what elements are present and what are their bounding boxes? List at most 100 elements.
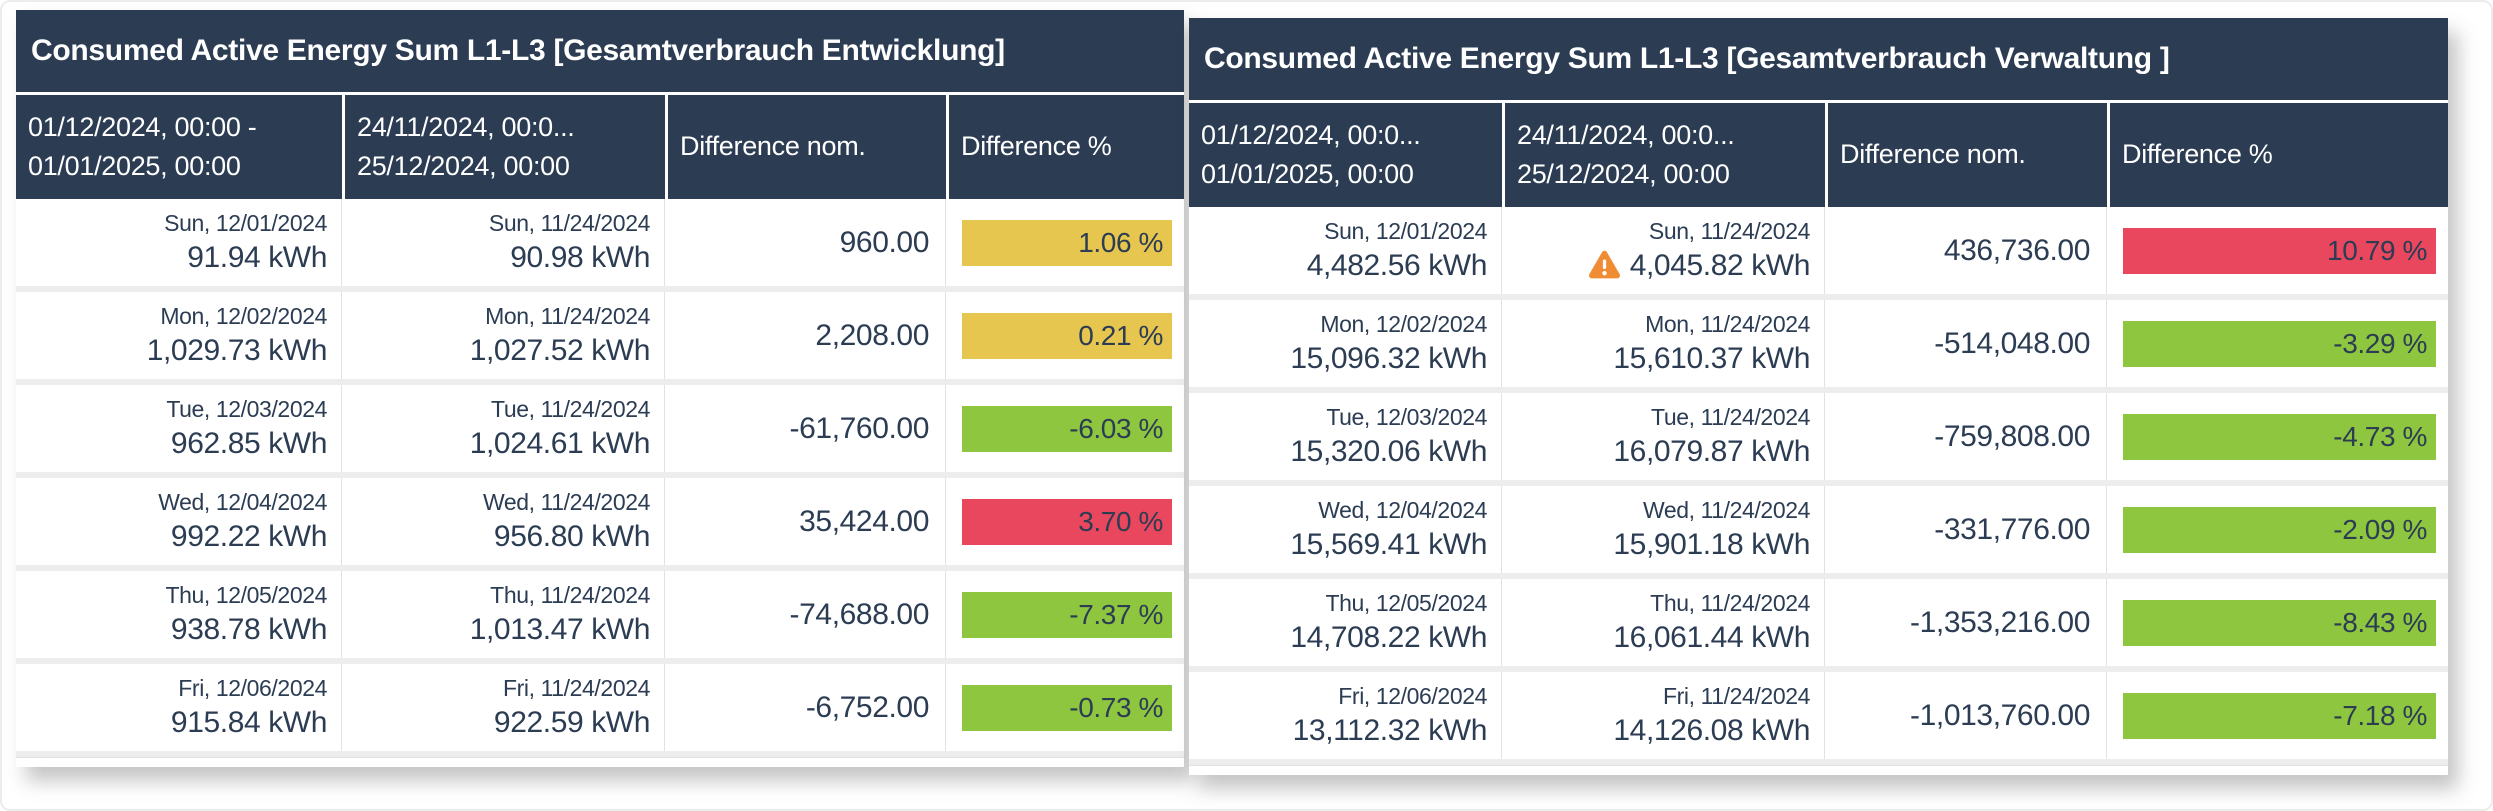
- table-row: Fri, 12/06/2024 915.84 kWh Fri, 11/24/20…: [16, 664, 1184, 751]
- table-row: Thu, 12/05/2024 938.78 kWh Thu, 11/24/20…: [16, 571, 1184, 658]
- column-header: 24/11/2024, 00:0... 25/12/2024, 00:00: [1502, 103, 1825, 207]
- rows: Sun, 12/01/2024 91.94 kWh Sun, 11/24/202…: [16, 199, 1184, 751]
- period-a-date: Fri, 12/06/2024: [1338, 682, 1487, 709]
- period-a-cell: Thu, 12/05/2024 14,708.22 kWh: [1189, 579, 1502, 666]
- header-row: 01/12/2024, 00:00 - 01/01/2025, 00:00 24…: [16, 95, 1184, 199]
- period-a-value: 4,482.56 kWh: [1306, 248, 1488, 282]
- clipped-row: [16, 757, 1184, 767]
- period-b-date: Wed, 11/24/2024: [482, 488, 650, 515]
- period-b-cell: Tue, 11/24/2024 16,079.87 kWh: [1502, 393, 1825, 480]
- difference-pct-badge: -7.18 %: [2123, 692, 2436, 739]
- period-b-date: Mon, 11/24/2024: [485, 302, 650, 329]
- column-header: Difference %: [2107, 103, 2448, 207]
- difference-nom-value: -331,776.00: [1934, 512, 2090, 546]
- clipped-row: [1189, 765, 2448, 775]
- difference-nom-cell: -74,688.00: [665, 571, 946, 658]
- difference-nom-cell: 35,424.00: [665, 478, 946, 565]
- period-b-value: 956.80 kWh: [493, 519, 650, 553]
- period-a-cell: Wed, 12/04/2024 992.22 kWh: [16, 478, 342, 565]
- period-a-cell: Wed, 12/04/2024 15,569.41 kWh: [1189, 486, 1502, 573]
- period-a-value: 962.85 kWh: [170, 426, 327, 460]
- period-a-cell: Sun, 12/01/2024 91.94 kWh: [16, 199, 342, 286]
- difference-nom-value: 35,424.00: [799, 504, 929, 538]
- header-line1: 01/12/2024, 00:00 -: [28, 111, 257, 142]
- period-a-value: 992.22 kWh: [170, 519, 327, 553]
- rows: Sun, 12/01/2024 4,482.56 kWh Sun, 11/24/…: [1189, 207, 2448, 759]
- table-row: Mon, 12/02/2024 1,029.73 kWh Mon, 11/24/…: [16, 292, 1184, 379]
- difference-nom-value: -759,808.00: [1934, 419, 2090, 453]
- table-row: Sun, 12/01/2024 4,482.56 kWh Sun, 11/24/…: [1189, 207, 2448, 294]
- panel-title: Consumed Active Energy Sum L1-L3 [Gesamt…: [1189, 18, 2448, 103]
- period-b-date: Thu, 11/24/2024: [1650, 589, 1810, 616]
- difference-pct-cell: -0.73 %: [946, 664, 1184, 751]
- column-header: 01/12/2024, 00:00 - 01/01/2025, 00:00: [16, 95, 342, 199]
- difference-nom-cell: -759,808.00: [1825, 393, 2107, 480]
- period-b-value: 1,024.61 kWh: [469, 426, 651, 460]
- period-a-value: 15,320.06 kWh: [1290, 434, 1487, 468]
- difference-pct-badge: -3.29 %: [2123, 320, 2436, 367]
- difference-nom-cell: 2,208.00: [665, 292, 946, 379]
- difference-nom-value: -1,013,760.00: [1910, 698, 2090, 732]
- header-line1: 24/11/2024, 00:0...: [1517, 119, 1735, 150]
- period-b-date: Fri, 11/24/2024: [1662, 682, 1810, 709]
- header-line1: 01/12/2024, 00:0...: [1201, 119, 1421, 150]
- difference-pct-cell: -7.37 %: [946, 571, 1184, 658]
- period-a-value: 15,569.41 kWh: [1290, 527, 1487, 561]
- difference-nom-value: -61,760.00: [789, 411, 930, 445]
- period-a-cell: Sun, 12/01/2024 4,482.56 kWh: [1189, 207, 1502, 294]
- period-b-value: 15,901.18 kWh: [1613, 527, 1810, 561]
- warning-icon[interactable]: [1588, 250, 1621, 280]
- period-a-date: Sun, 12/01/2024: [1324, 217, 1487, 244]
- period-a-cell: Thu, 12/05/2024 938.78 kWh: [16, 571, 342, 658]
- period-a-value: 915.84 kWh: [170, 705, 327, 739]
- difference-nom-cell: -1,353,216.00: [1825, 579, 2107, 666]
- period-b-cell: Thu, 11/24/2024 1,013.47 kWh: [342, 571, 665, 658]
- period-b-date: Thu, 11/24/2024: [490, 581, 650, 608]
- period-b-cell: Sun, 11/24/2024 4,045.82 kWh: [1502, 207, 1825, 294]
- period-b-value: 16,061.44 kWh: [1613, 620, 1810, 654]
- column-header: Difference %: [946, 95, 1184, 199]
- difference-pct-badge: -8.43 %: [2123, 599, 2436, 646]
- period-b-cell: Sun, 11/24/2024 90.98 kWh: [342, 199, 665, 286]
- period-a-value: 91.94 kWh: [187, 240, 327, 274]
- difference-nom-cell: 960.00: [665, 199, 946, 286]
- column-header: Difference nom.: [665, 95, 946, 199]
- period-b-date: Sun, 11/24/2024: [1648, 217, 1811, 244]
- difference-pct-badge: -0.73 %: [962, 684, 1172, 731]
- difference-pct-cell: -7.18 %: [2107, 672, 2448, 759]
- header-line1: Difference %: [2122, 139, 2273, 170]
- difference-pct-cell: -2.09 %: [2107, 486, 2448, 573]
- period-b-cell: Fri, 11/24/2024 922.59 kWh: [342, 664, 665, 751]
- header-line1: 24/11/2024, 00:0...: [357, 111, 575, 142]
- period-b-value: 1,027.52 kWh: [469, 333, 651, 367]
- period-b-value: 4,045.82 kWh: [1629, 248, 1811, 282]
- table-row: Tue, 12/03/2024 962.85 kWh Tue, 11/24/20…: [16, 385, 1184, 472]
- period-b-value: 922.59 kWh: [493, 705, 650, 739]
- difference-pct-badge: 1.06 %: [962, 219, 1172, 266]
- difference-nom-cell: -514,048.00: [1825, 300, 2107, 387]
- column-header: 24/11/2024, 00:0... 25/12/2024, 00:00: [342, 95, 665, 199]
- period-a-cell: Mon, 12/02/2024 15,096.32 kWh: [1189, 300, 1502, 387]
- table-row: Mon, 12/02/2024 15,096.32 kWh Mon, 11/24…: [1189, 300, 2448, 387]
- header-line2: 01/01/2025, 00:00: [28, 151, 241, 181]
- difference-pct-badge: -7.37 %: [962, 591, 1172, 638]
- difference-pct-badge: 10.79 %: [2123, 227, 2436, 274]
- period-b-date: Tue, 11/24/2024: [1651, 403, 1810, 430]
- period-a-date: Mon, 12/02/2024: [160, 302, 327, 329]
- period-a-date: Tue, 12/03/2024: [166, 395, 327, 422]
- period-b-cell: Tue, 11/24/2024 1,024.61 kWh: [342, 385, 665, 472]
- period-a-value: 1,029.73 kWh: [146, 333, 328, 367]
- period-b-value: 90.98 kWh: [510, 240, 650, 274]
- period-a-date: Thu, 12/05/2024: [165, 581, 327, 608]
- period-a-date: Fri, 12/06/2024: [178, 674, 327, 701]
- header-line2: 01/01/2025, 00:00: [1201, 159, 1414, 189]
- header-line1: Difference nom.: [680, 131, 866, 162]
- difference-pct-badge: -6.03 %: [962, 405, 1172, 452]
- period-a-date: Wed, 12/04/2024: [158, 488, 327, 515]
- column-header: 01/12/2024, 00:0... 01/01/2025, 00:00: [1189, 103, 1502, 207]
- difference-nom-value: -1,353,216.00: [1910, 605, 2090, 639]
- period-a-date: Sun, 12/01/2024: [164, 209, 327, 236]
- difference-pct-cell: 1.06 %: [946, 199, 1184, 286]
- panel-title: Consumed Active Energy Sum L1-L3 [Gesamt…: [16, 10, 1184, 95]
- period-b-date: Fri, 11/24/2024: [502, 674, 650, 701]
